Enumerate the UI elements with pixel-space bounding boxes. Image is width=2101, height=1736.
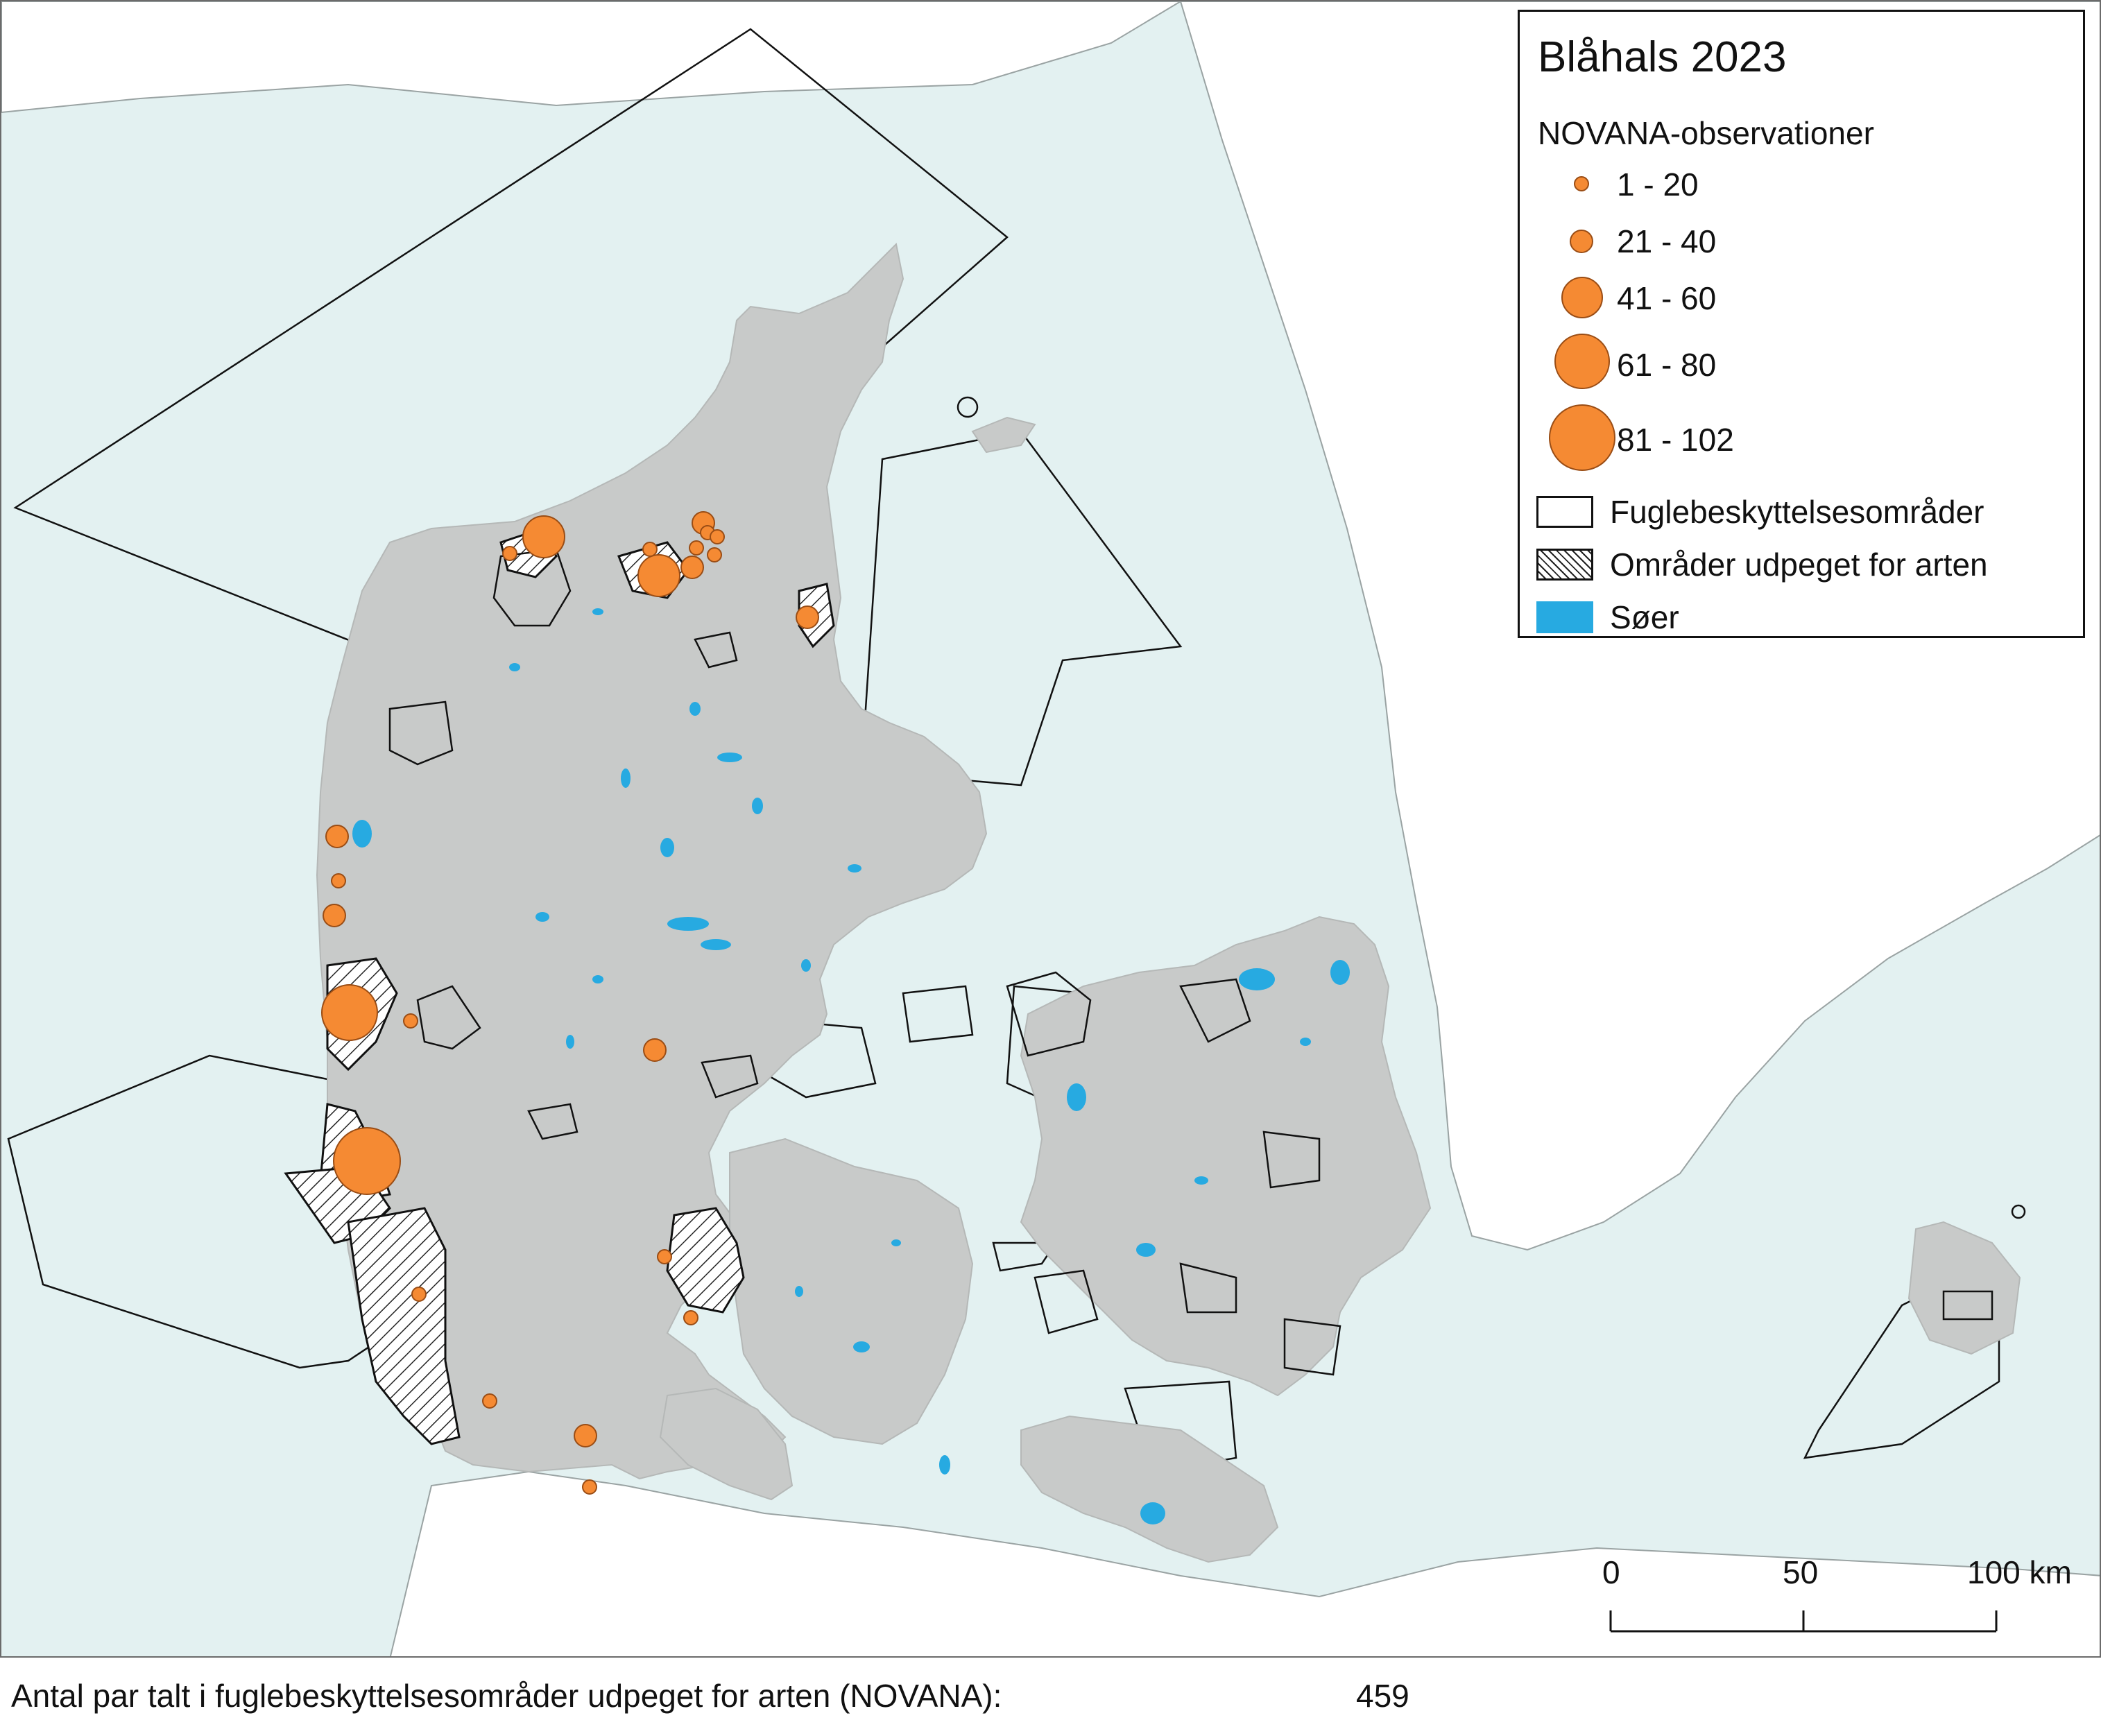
dot-symbol-4	[1554, 334, 1610, 389]
observation-dot	[411, 1287, 427, 1302]
observation-dot	[796, 605, 819, 629]
norway-coast	[1, 1, 1182, 114]
legend-area-2-label: Områder udpeget for arten	[1610, 547, 1988, 583]
observation-dots	[321, 511, 819, 1495]
legend-class-3: 41 - 60	[1520, 270, 2083, 332]
dot-symbol-2	[1570, 230, 1593, 253]
observation-dot	[333, 1127, 401, 1195]
observation-dot	[321, 984, 378, 1041]
observation-dot	[482, 1393, 497, 1409]
scale-bar-graphic	[1609, 1610, 1998, 1633]
observation-dot	[683, 1310, 698, 1325]
scale-tick-50: 50	[1783, 1554, 1819, 1590]
dot-symbol-5	[1549, 404, 1615, 471]
observation-dot	[707, 547, 722, 562]
observation-dot	[680, 556, 704, 579]
legend-class-2-label: 21 - 40	[1617, 223, 1717, 259]
legend-class-2: 21 - 40	[1520, 214, 2083, 277]
lake-swatch	[1536, 601, 1593, 633]
dot-symbol-1	[1574, 176, 1589, 191]
observation-dot	[522, 515, 565, 558]
observation-dot	[403, 1013, 418, 1029]
legend-area-3-label: Søer	[1610, 599, 1679, 635]
scale-tick-0: 0	[1602, 1554, 1620, 1590]
legend-class-5: 81 - 102	[1520, 404, 2083, 471]
observation-dot	[502, 546, 517, 561]
denmark-land	[316, 242, 2021, 1563]
legend-class-5-label: 81 - 102	[1617, 422, 1734, 458]
observation-dot	[637, 554, 680, 597]
lakes	[352, 608, 1350, 1524]
observation-dot	[689, 540, 704, 556]
legend-class-4-label: 61 - 80	[1617, 347, 1717, 383]
footer-caption: Antal par talt i fuglebeskyttelsesområde…	[11, 1678, 1002, 1714]
legend-area-1: Fuglebeskyttelsesområder	[1520, 486, 2083, 549]
dot-symbol-3	[1561, 277, 1603, 318]
observation-dot	[657, 1249, 672, 1264]
observation-dot	[582, 1479, 597, 1495]
scale-tick-100: 100 km	[1967, 1554, 2072, 1590]
legend-class-1: 1 - 20	[1520, 157, 2083, 220]
bird-protection-land-areas	[388, 548, 1993, 1376]
legend-subtitle: NOVANA-observationer	[1538, 115, 1874, 151]
bird-protection-swatch	[1536, 496, 1593, 528]
observation-dot	[325, 825, 349, 848]
map-legend: Blåhals 2023 NOVANA-observationer 1 - 20…	[1518, 10, 2085, 638]
legend-class-1-label: 1 - 20	[1617, 166, 1699, 203]
observation-dot	[643, 1038, 667, 1062]
legend-class-3-label: 41 - 60	[1617, 280, 1717, 316]
observation-dot	[642, 542, 658, 557]
observation-dot	[574, 1424, 597, 1447]
legend-area-1-label: Fuglebeskyttelsesområder	[1610, 494, 1984, 530]
observation-dot	[323, 904, 346, 927]
legend-area-2: Områder udpeget for arten	[1520, 539, 2083, 601]
observation-dot	[710, 529, 725, 544]
observation-dot	[331, 873, 346, 888]
legend-area-3: Søer	[1520, 592, 2083, 654]
designated-area-swatch	[1536, 549, 1593, 581]
legend-class-4: 61 - 80	[1520, 332, 2083, 395]
footer-count: 459	[1356, 1678, 1409, 1714]
map-title: Blåhals 2023	[1538, 33, 1787, 81]
